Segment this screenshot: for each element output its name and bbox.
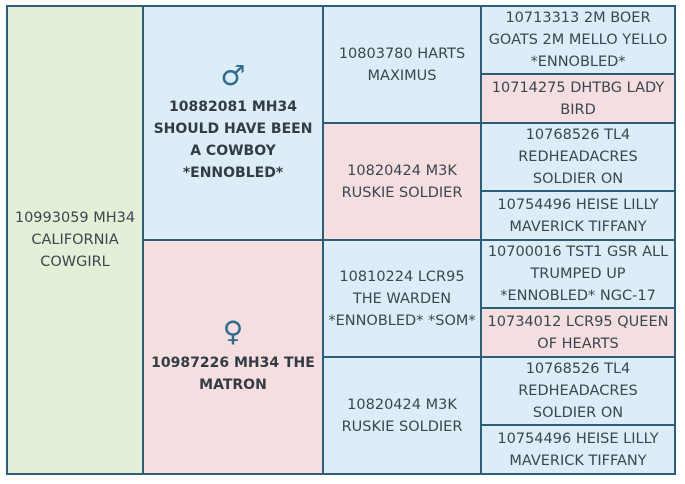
subject-name: 10993059 MH34 CALIFORNIA COWGIRL (14, 210, 136, 270)
male-symbol-icon: ♂ (220, 59, 246, 92)
dam-sire-cell[interactable]: 10810224 LCR95 THE WARDEN *ENNOBLED* *SO… (323, 240, 481, 357)
row-divider (480, 190, 676, 192)
row-divider (480, 424, 676, 426)
row-divider (480, 73, 676, 75)
sire-name: 10882081 MH34 SHOULD HAVE BEEN A COWBOY … (153, 99, 313, 181)
dam-cell[interactable]: ♀ 10987226 MH34 THE MATRON (143, 240, 323, 474)
outer-border-bottom (6, 473, 676, 475)
great-grandparent-cell[interactable]: 10714275 DHTBG LADY BIRD (481, 74, 675, 123)
sire-dam-cell[interactable]: 10820424 M3K RUSKIE SOLDIER (323, 123, 481, 240)
sire-cell[interactable]: ♂ 10882081 MH34 SHOULD HAVE BEEN A COWBO… (143, 6, 323, 240)
outer-border-top (6, 5, 676, 7)
dam-name: 10987226 MH34 THE MATRON (151, 355, 315, 393)
great-grandparent-cell[interactable]: 10768526 TL4 REDHEADACRES SOLDIER ON (481, 123, 675, 191)
female-symbol-icon: ♀ (222, 315, 244, 348)
great-grandparent-cell[interactable]: 10754496 HEISE LILLY MAVERICK TIFFANY (481, 191, 675, 240)
great-grandparent-name: 10768526 TL4 REDHEADACRES SOLDIER ON (518, 127, 638, 187)
row-divider (322, 122, 676, 124)
great-grandparent-cell[interactable]: 10700016 TST1 GSR ALL TRUMPED UP *ENNOBL… (481, 240, 675, 308)
outer-border-left (6, 5, 8, 475)
dam-dam-name: 10820424 M3K RUSKIE SOLDIER (341, 396, 463, 435)
sire-dam-name: 10820424 M3K RUSKIE SOLDIER (341, 162, 463, 201)
row-divider (142, 239, 676, 241)
great-grandparent-cell[interactable]: 10768526 TL4 REDHEADACRES SOLDIER ON (481, 357, 675, 425)
dam-dam-cell[interactable]: 10820424 M3K RUSKIE SOLDIER (323, 357, 481, 474)
row-divider (480, 307, 676, 309)
great-grandparent-name: 10754496 HEISE LILLY MAVERICK TIFFANY (497, 196, 659, 235)
great-grandparent-name: 10700016 TST1 GSR ALL TRUMPED UP *ENNOBL… (487, 244, 669, 304)
great-grandparent-cell[interactable]: 10713313 2M BOER GOATS 2M MELLO YELLO *E… (481, 6, 675, 74)
sire-sire-cell[interactable]: 10803780 HARTS MAXIMUS (323, 6, 481, 123)
great-grandparent-name: 10713313 2M BOER GOATS 2M MELLO YELLO *E… (488, 10, 668, 70)
row-divider (322, 356, 676, 358)
great-grandparent-name: 10734012 LCR95 QUEEN OF HEARTS (487, 313, 669, 352)
great-grandparent-cell[interactable]: 10754496 HEISE LILLY MAVERICK TIFFANY (481, 425, 675, 474)
great-grandparent-name: 10714275 DHTBG LADY BIRD (491, 79, 665, 118)
dam-sire-name: 10810224 LCR95 THE WARDEN *ENNOBLED* *SO… (328, 268, 476, 329)
sire-sire-name: 10803780 HARTS MAXIMUS (338, 45, 466, 84)
great-grandparent-name: 10754496 HEISE LILLY MAVERICK TIFFANY (497, 430, 659, 469)
great-grandparent-cell[interactable]: 10734012 LCR95 QUEEN OF HEARTS (481, 308, 675, 357)
great-grandparent-name: 10768526 TL4 REDHEADACRES SOLDIER ON (518, 361, 638, 421)
subject-cell[interactable]: 10993059 MH34 CALIFORNIA COWGIRL (7, 6, 143, 474)
